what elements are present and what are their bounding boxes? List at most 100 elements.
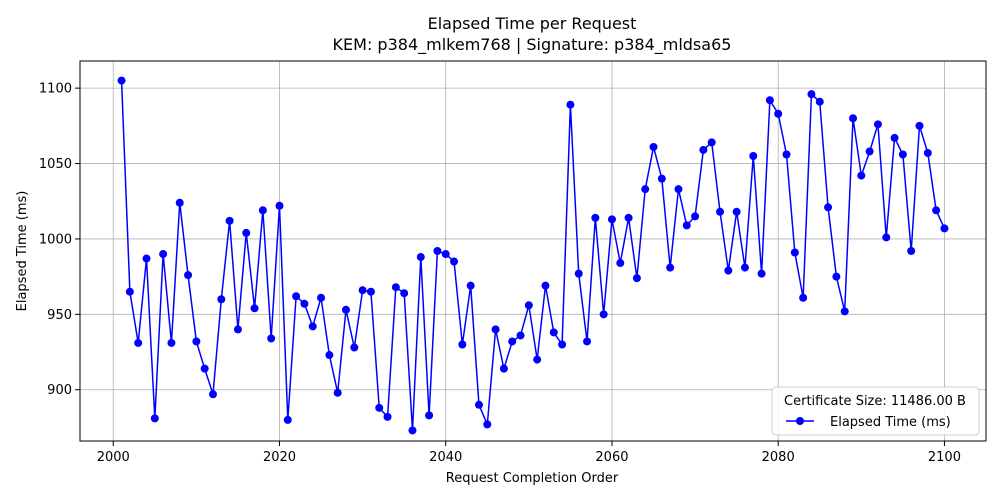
data-point <box>408 426 417 435</box>
data-point <box>707 138 716 147</box>
data-point <box>840 307 849 316</box>
data-point <box>450 257 459 266</box>
data-point <box>940 224 949 233</box>
data-point <box>923 148 932 157</box>
y-tick-label: 900 <box>47 383 72 398</box>
data-point <box>932 206 941 215</box>
data-point <box>782 150 791 159</box>
data-point <box>425 411 434 420</box>
data-point <box>774 109 783 118</box>
data-point <box>491 325 500 334</box>
data-point <box>341 305 350 314</box>
x-tick-label: 2020 <box>263 450 296 465</box>
axis-ticks: 2000 2020 2040 2060 2080 2100 900 950 1000 1050 11… <box>39 82 961 465</box>
plot-frame <box>79 60 987 442</box>
data-point <box>591 213 600 222</box>
data-point <box>849 114 858 123</box>
y-tick-label: 950 <box>47 308 72 323</box>
data-point <box>333 388 342 397</box>
data-point <box>400 289 409 298</box>
data-point <box>549 328 558 337</box>
data-point <box>474 400 483 409</box>
chart-title: Elapsed Time per Request <box>428 14 637 33</box>
x-axis-label: Request Completion Order <box>446 471 619 486</box>
chart-subtitle: KEM: p384_mlkem768 | Signature: p384_mld… <box>333 35 732 55</box>
data-point <box>541 281 550 290</box>
data-point <box>242 228 251 237</box>
data-point <box>200 364 209 373</box>
x-tick-label: 2080 <box>762 450 795 465</box>
data-point <box>499 364 508 373</box>
data-point <box>283 415 292 424</box>
data-point <box>391 283 400 292</box>
data-point <box>433 247 442 255</box>
data-point <box>159 250 168 259</box>
data-point <box>250 304 259 313</box>
data-point <box>192 337 201 346</box>
data-point <box>699 145 708 154</box>
data-point <box>350 343 359 352</box>
data-point <box>724 266 733 275</box>
data-point <box>599 310 608 319</box>
data-point <box>757 269 766 278</box>
data-point <box>134 338 143 347</box>
data-point <box>890 133 899 142</box>
data-point <box>691 212 700 221</box>
data-point <box>749 152 758 160</box>
data-point <box>292 292 301 301</box>
data-point <box>898 150 907 159</box>
data-point <box>117 76 126 85</box>
data-point <box>358 286 367 295</box>
y-tick-label: 1050 <box>39 157 72 172</box>
data-point <box>607 215 616 224</box>
series-layer <box>117 76 949 435</box>
data-point <box>184 271 193 280</box>
data-point <box>516 331 525 340</box>
legend-title: Certificate Size: 11486.00 B <box>784 394 966 409</box>
data-point <box>458 340 467 349</box>
data-point <box>225 216 234 225</box>
data-point <box>716 207 725 216</box>
data-point <box>799 293 808 302</box>
data-point <box>375 403 384 412</box>
data-point <box>882 233 891 242</box>
data-point <box>208 390 217 399</box>
x-tick-label: 2040 <box>429 450 462 465</box>
data-point <box>217 295 226 304</box>
data-point <box>416 253 425 262</box>
data-point <box>624 213 633 222</box>
x-tick-label: 2060 <box>595 450 628 465</box>
y-axis-label: Elapsed Time (ms) <box>15 191 30 312</box>
data-point <box>807 90 816 99</box>
data-point <box>483 420 492 429</box>
y-tick-label: 1100 <box>39 82 72 97</box>
data-point <box>317 293 326 302</box>
data-point <box>258 206 267 215</box>
data-point <box>524 301 533 310</box>
data-point <box>533 355 542 364</box>
data-point <box>657 174 666 183</box>
data-point <box>508 337 517 346</box>
data-point <box>641 185 650 194</box>
data-point <box>674 185 683 194</box>
data-point <box>865 147 874 156</box>
data-point <box>441 250 450 259</box>
data-point <box>325 351 334 360</box>
data-point <box>616 259 625 268</box>
data-point <box>574 269 583 278</box>
data-point <box>275 201 284 210</box>
data-point <box>583 337 592 346</box>
legend: Certificate Size: 11486.00 B Elapsed Tim… <box>771 386 980 436</box>
data-point <box>857 171 866 180</box>
data-point <box>815 97 824 106</box>
data-point <box>366 287 375 296</box>
data-point <box>824 203 833 212</box>
x-tick-label: 2100 <box>928 450 961 465</box>
data-point <box>649 142 658 151</box>
legend-point-marker <box>796 417 804 425</box>
data-point <box>125 287 134 296</box>
data-point <box>666 263 675 272</box>
data-point <box>558 340 567 349</box>
data-point <box>308 322 317 331</box>
